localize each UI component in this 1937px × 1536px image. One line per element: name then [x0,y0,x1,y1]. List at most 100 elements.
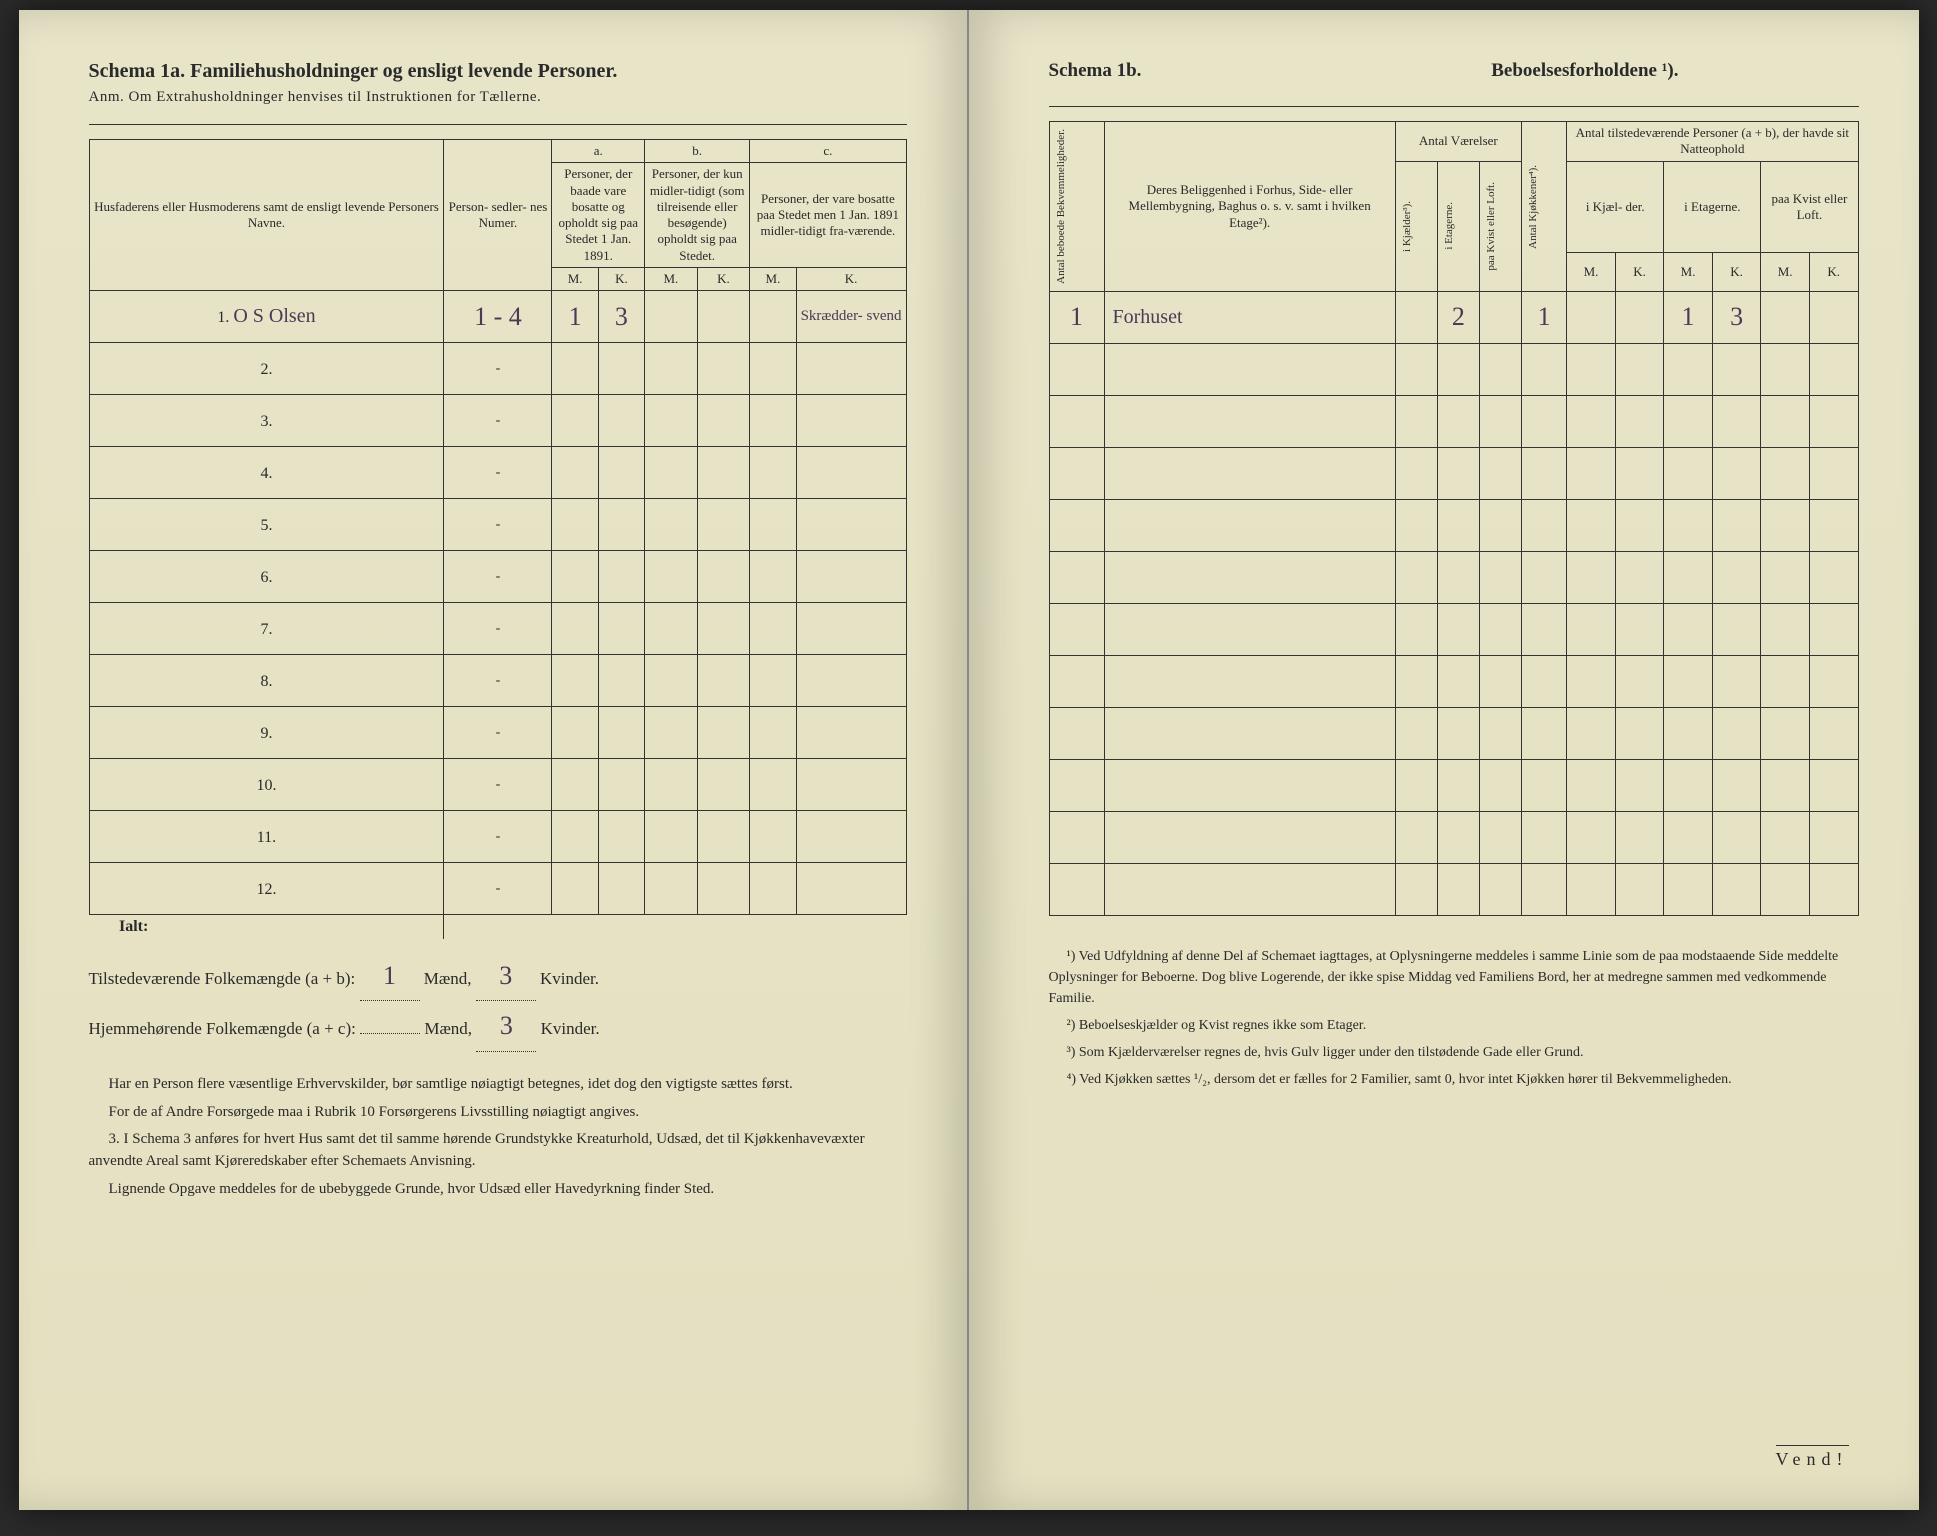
et-m [1664,863,1713,915]
et [1437,395,1479,447]
kj [1395,655,1437,707]
right-page: Schema 1b. Beboelsesforholdene ¹). Antal… [969,10,1919,1510]
kk [1521,447,1566,499]
location: Forhuset [1104,291,1395,343]
a-k [598,863,644,915]
b-m [645,759,698,811]
b-k [697,707,750,759]
et-m [1664,759,1713,811]
person-num: - [444,395,552,447]
location [1104,447,1395,499]
c-m [750,499,796,551]
kk [1521,707,1566,759]
table-row: 4. - [89,447,906,499]
bekv-num [1049,447,1104,499]
kj-k [1615,395,1664,447]
et-k: 3 [1712,291,1761,343]
table-row [1049,603,1858,655]
kj-k [1615,863,1664,915]
lo-m [1761,603,1810,655]
bekv-num [1049,343,1104,395]
kv [1479,447,1521,499]
row-num: 3. [89,395,444,447]
header-b-label: b. [645,140,750,163]
header-c-k: K. [796,267,906,290]
census-book: Schema 1a. Familiehusholdninger og ensli… [19,10,1919,1510]
kk [1521,603,1566,655]
kj-m [1567,499,1616,551]
kj-k [1615,499,1664,551]
header-kjokken: Antal Kjøkkener⁴). [1526,161,1540,253]
kj [1395,291,1437,343]
table-row: 7. - [89,603,906,655]
kj-k [1615,811,1664,863]
et-m: 1 [1664,291,1713,343]
header-present: Antal tilstedeværende Personer (a + b), … [1567,122,1858,162]
table-row: 3. - [89,395,906,447]
lo-m [1761,447,1810,499]
a-m [552,499,598,551]
kj-m [1567,759,1616,811]
lo-m [1761,551,1810,603]
person-num: - [444,447,552,499]
kj [1395,759,1437,811]
kj [1395,707,1437,759]
header-c-text: Personer, der vare bosatte paa Stedet me… [750,163,906,268]
kj [1395,343,1437,395]
bekv-num [1049,707,1104,759]
table-row: 10. - [89,759,906,811]
row-num: 1. O S Olsen [89,291,444,343]
header-name: Husfaderens eller Husmoderens samt de en… [89,140,444,291]
lo-m [1761,759,1810,811]
kj-m [1567,603,1616,655]
c-m [750,811,796,863]
lo-m [1761,655,1810,707]
person-num: - [444,603,552,655]
header-etag: i Etagerne. [1664,161,1761,253]
bekv-num [1049,551,1104,603]
schema-1b-title-right: Beboelsesforholdene ¹). [1491,60,1678,82]
a-m [552,863,598,915]
table-row [1049,707,1858,759]
c-k [796,499,906,551]
a-m [552,603,598,655]
lo-k [1809,499,1858,551]
kj-m [1567,291,1616,343]
lo-m [1761,863,1810,915]
header-a-m: M. [552,267,598,290]
a-k [598,759,644,811]
header-kj: i Kjælder³). [1400,197,1414,256]
kj [1395,811,1437,863]
header-c-label: c. [750,140,906,163]
kj-k [1615,655,1664,707]
table-row: 5. - [89,499,906,551]
lo-m [1761,395,1810,447]
b-m [645,447,698,499]
c-k [796,707,906,759]
et [1437,707,1479,759]
et: 2 [1437,291,1479,343]
a-k [598,551,644,603]
table-row [1049,759,1858,811]
table-row [1049,551,1858,603]
location [1104,707,1395,759]
header-kvist: paa Kvist eller Loft. [1484,178,1498,275]
lo-k [1809,395,1858,447]
h-lo-k: K. [1809,253,1858,291]
lo-k [1809,707,1858,759]
c-m [750,291,796,343]
kj-m [1567,811,1616,863]
c-k [796,603,906,655]
kj-k [1615,343,1664,395]
kv [1479,291,1521,343]
a-m [552,811,598,863]
header-a-label: a. [552,140,645,163]
table-row: 11. - [89,811,906,863]
kj-m [1567,447,1616,499]
row-num: 4. [89,447,444,499]
totals-line2-label: Hjemmehørende Folkemængde (a + c): [89,1019,356,1038]
a-k [598,707,644,759]
lo-k [1809,655,1858,707]
lo-k [1809,603,1858,655]
b-k [697,655,750,707]
